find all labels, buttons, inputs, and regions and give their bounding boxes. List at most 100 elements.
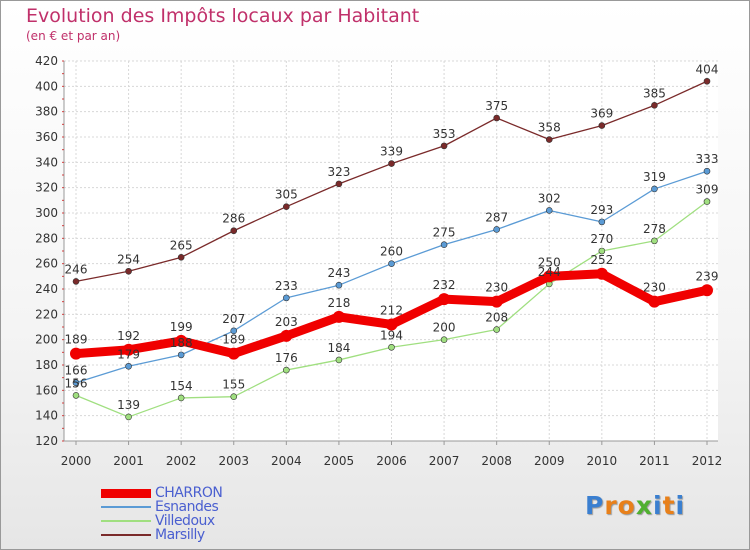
data-label: 200	[433, 321, 456, 335]
data-point	[703, 167, 711, 175]
data-point	[125, 267, 132, 275]
data-point	[598, 247, 606, 255]
logo-letter: P	[585, 491, 605, 520]
data-point	[440, 336, 448, 343]
data-point	[125, 362, 132, 370]
data-point	[490, 295, 503, 308]
y-tick-label: 300	[35, 206, 58, 220]
data-label: 189	[65, 333, 88, 347]
data-label: 233	[275, 279, 298, 293]
data-label: 155	[222, 378, 245, 392]
y-tick-label: 220	[35, 307, 58, 321]
data-label: 176	[275, 351, 298, 365]
data-point	[227, 347, 240, 360]
x-tick-label: 2006	[376, 454, 407, 468]
data-point	[230, 327, 238, 335]
data-label: 139	[117, 398, 140, 412]
data-label: 203	[275, 315, 298, 329]
data-label: 404	[696, 62, 719, 76]
data-point	[230, 393, 238, 400]
data-point	[440, 241, 448, 248]
y-tick-label: 280	[35, 231, 58, 245]
data-label: 319	[643, 170, 666, 184]
data-label: 230	[643, 281, 666, 295]
data-label: 207	[222, 312, 245, 326]
data-label: 218	[327, 296, 350, 310]
data-label: 212	[380, 303, 403, 317]
data-point	[335, 180, 343, 188]
data-label: 166	[65, 364, 88, 378]
y-tick-label: 380	[35, 105, 58, 119]
x-tick-label: 2005	[324, 454, 355, 468]
proxiti-logo: Proxiti	[585, 491, 685, 520]
legend-label: Villedoux	[155, 513, 215, 529]
data-point	[125, 413, 132, 421]
legend-swatch	[101, 488, 151, 498]
data-point	[493, 326, 500, 333]
y-tick-label: 260	[35, 257, 58, 271]
data-point	[177, 254, 185, 261]
data-label: 154	[170, 379, 193, 393]
legend-swatch	[101, 534, 151, 536]
legend-item-marsilly: Marsilly	[101, 528, 222, 542]
data-label: 192	[117, 329, 140, 343]
data-point	[703, 198, 711, 205]
data-label: 302	[538, 191, 561, 205]
data-point	[493, 114, 500, 122]
y-tick-label: 240	[35, 282, 58, 296]
data-label: 293	[590, 203, 613, 217]
x-tick-label: 2007	[429, 454, 460, 468]
data-point	[335, 356, 343, 364]
data-label: 184	[327, 341, 350, 355]
data-point	[72, 379, 80, 387]
data-point	[122, 343, 135, 356]
legend-item-charron: CHARRON	[101, 486, 223, 500]
data-label: 199	[170, 320, 193, 334]
y-tick-label: 360	[35, 130, 58, 144]
logo-letter: t	[662, 491, 676, 520]
data-point	[335, 281, 343, 289]
data-label: 323	[327, 165, 350, 179]
data-point	[175, 334, 188, 347]
data-point	[388, 260, 395, 267]
data-point	[595, 267, 608, 280]
data-label: 246	[65, 262, 88, 276]
legend-label: Marsilly	[155, 527, 205, 543]
x-tick-label: 2011	[639, 454, 670, 468]
y-tick-label: 340	[35, 155, 58, 169]
legend-swatch	[101, 506, 151, 508]
data-point	[230, 227, 238, 235]
y-tick-label: 140	[35, 409, 58, 423]
data-label: 188	[170, 336, 193, 350]
data-point	[283, 203, 290, 210]
data-point	[701, 284, 713, 297]
data-label: 244	[538, 265, 561, 279]
data-label: 252	[590, 253, 613, 267]
data-point	[72, 392, 80, 399]
data-label: 250	[538, 255, 561, 269]
data-label: 278	[643, 222, 666, 236]
data-point	[283, 366, 290, 374]
data-label: 156	[65, 376, 88, 390]
data-label: 230	[485, 281, 508, 295]
data-point	[332, 310, 345, 323]
data-label: 265	[170, 238, 193, 252]
data-point	[283, 294, 290, 302]
data-label: 286	[222, 212, 245, 226]
data-point	[598, 122, 606, 129]
data-label: 260	[380, 245, 403, 259]
data-point	[280, 329, 293, 342]
x-tick-label: 2002	[166, 454, 197, 468]
data-point	[545, 136, 553, 143]
y-tick-label: 160	[35, 383, 58, 397]
data-point	[493, 226, 500, 233]
y-tick-label: 120	[35, 434, 58, 448]
data-point	[545, 207, 553, 214]
x-tick-label: 2008	[481, 454, 512, 468]
series-lines	[70, 77, 713, 421]
data-point	[438, 293, 451, 306]
y-tick-label: 420	[35, 54, 58, 68]
legend-swatch	[101, 520, 151, 522]
